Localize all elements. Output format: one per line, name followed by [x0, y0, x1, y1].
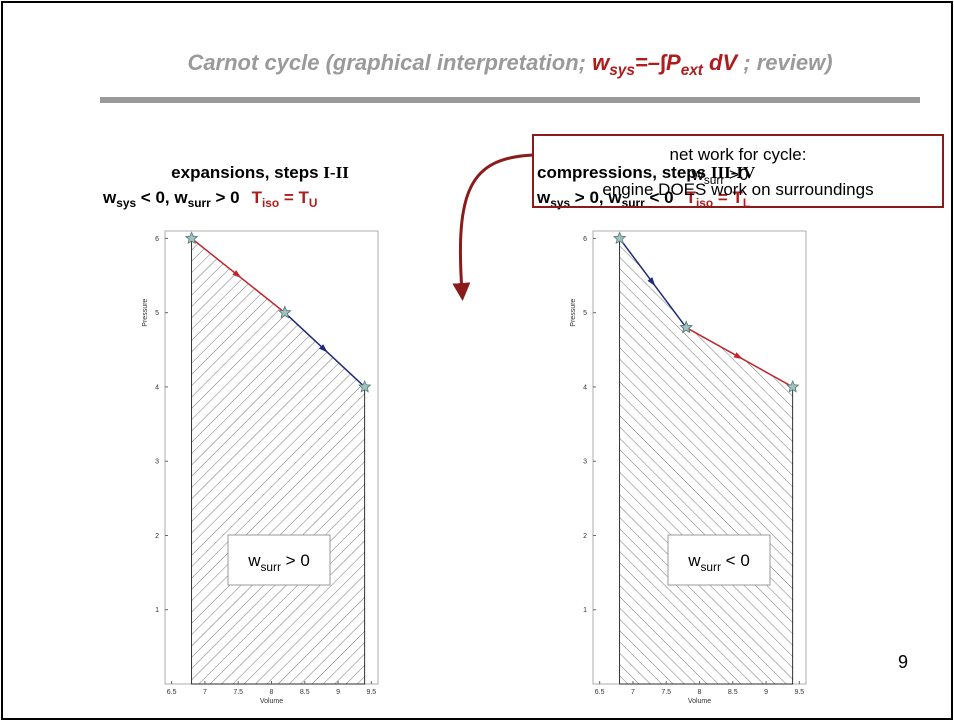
- x-tick-label: 6.5: [595, 689, 605, 696]
- x-tick-label: 9.5: [794, 689, 804, 696]
- cond-text: w: [536, 188, 551, 207]
- state-point: [278, 305, 292, 319]
- x-tick-label: 9: [764, 689, 768, 696]
- state-point: [358, 379, 372, 393]
- left-heading: expansions, steps I-II: [171, 163, 349, 182]
- annotation-part: w: [247, 551, 261, 570]
- work-area: [191, 237, 366, 685]
- y-tick-label: 1: [155, 607, 159, 614]
- cond-text: = T: [279, 188, 309, 207]
- title-text: w: [592, 50, 611, 75]
- state-point: [786, 379, 800, 393]
- annotation-box: [667, 534, 771, 586]
- cond-sub: L: [743, 196, 750, 210]
- callout-box: [532, 134, 944, 208]
- work-area: [619, 237, 794, 685]
- heading-text: III-IV: [711, 163, 756, 182]
- x-tick-label: 6.5: [167, 689, 177, 696]
- x-tick-label: 7.5: [661, 689, 671, 696]
- title-sub: sys: [609, 62, 635, 79]
- y-tick-label: 4: [583, 384, 587, 391]
- y-tick-label: 3: [155, 459, 159, 466]
- state-point: [679, 320, 693, 334]
- annotation-part: < 0: [721, 551, 750, 570]
- annotation-part: surr: [260, 560, 281, 574]
- callout-text: w: [691, 165, 705, 184]
- cond-sub: iso: [262, 196, 279, 210]
- x-tick-label: 9: [336, 689, 340, 696]
- annotation: wsurr < 0: [687, 551, 750, 574]
- y-tick-label: 6: [583, 236, 587, 243]
- x-tick-label: 8: [270, 689, 274, 696]
- cond-text: = T: [713, 188, 743, 207]
- direction-arrow: [319, 344, 328, 353]
- x-tick-label: 9.5: [366, 689, 376, 696]
- cond-text: w: [102, 188, 117, 207]
- annotation-part: surr: [700, 560, 721, 574]
- cond-text: < 0, w: [136, 188, 188, 207]
- state-point: [612, 231, 627, 245]
- y-tick-label: 2: [155, 533, 159, 540]
- x-tick-label: 8: [698, 689, 702, 696]
- heading-text: compressions, steps: [537, 163, 711, 182]
- callout-arrow: [452, 153, 534, 301]
- callout-line2: wsurr >0: [691, 165, 749, 187]
- title-text: Carnot cycle (graphical interpretation;: [187, 50, 592, 75]
- y-tick-label: 5: [155, 310, 159, 317]
- title-text: P: [666, 50, 681, 75]
- callout-line3: engine DOES work on surroundings: [602, 180, 873, 199]
- y-axis-label: Pressure: [142, 299, 149, 327]
- left-condition: wsys < 0, wsurr > 0 Tiso = TU: [102, 188, 318, 210]
- annotation: wsurr > 0: [247, 551, 310, 574]
- direction-arrow: [733, 352, 743, 360]
- y-tick-label: 5: [583, 310, 587, 317]
- cond-text: > 0, w: [570, 188, 622, 207]
- x-tick-label: 7: [203, 689, 207, 696]
- cond-text: T: [686, 188, 697, 207]
- title-text: =–∫: [635, 50, 668, 75]
- direction-arrow: [232, 270, 242, 279]
- x-tick-label: 7: [631, 689, 635, 696]
- heading-text: expansions, steps: [171, 163, 323, 182]
- title-text: ; review): [737, 50, 832, 75]
- y-axis-label: Pressure: [570, 299, 577, 327]
- x-tick-label: 7.5: [233, 689, 243, 696]
- annotation-box: [227, 534, 331, 586]
- y-tick-label: 3: [583, 459, 587, 466]
- y-tick-label: 1: [583, 607, 587, 614]
- y-tick-label: 6: [155, 236, 159, 243]
- callout-line1: net work for cycle:: [670, 145, 807, 164]
- page-number: 9: [898, 652, 908, 672]
- cond-text: > 0: [211, 188, 240, 207]
- x-tick-label: 8.5: [728, 689, 738, 696]
- slide-title: Carnot cycle (graphical interpretation; …: [187, 50, 832, 79]
- callout-sub: surr: [704, 173, 725, 187]
- direction-arrow: [647, 277, 656, 287]
- x-tick-label: 8.5: [300, 689, 310, 696]
- state-point: [184, 231, 199, 245]
- cond-text: T: [252, 188, 263, 207]
- x-axis-label: Volume: [260, 698, 283, 705]
- callout-text: >0: [724, 165, 748, 184]
- annotation-part: > 0: [281, 551, 310, 570]
- cond-text: < 0: [645, 188, 674, 207]
- title-sub: ext: [681, 62, 704, 79]
- cond-sub: surr: [188, 196, 212, 210]
- x-axis-label: Volume: [688, 698, 711, 705]
- right-heading: compressions, steps III-IV: [537, 163, 756, 182]
- title-text: dV: [703, 50, 740, 75]
- y-tick-label: 4: [155, 384, 159, 391]
- y-tick-label: 2: [583, 533, 587, 540]
- cond-sub: sys: [116, 196, 136, 210]
- cond-sub: U: [309, 196, 318, 210]
- annotation-part: w: [687, 551, 701, 570]
- title-rule: [100, 97, 920, 103]
- heading-text: I-II: [323, 163, 349, 182]
